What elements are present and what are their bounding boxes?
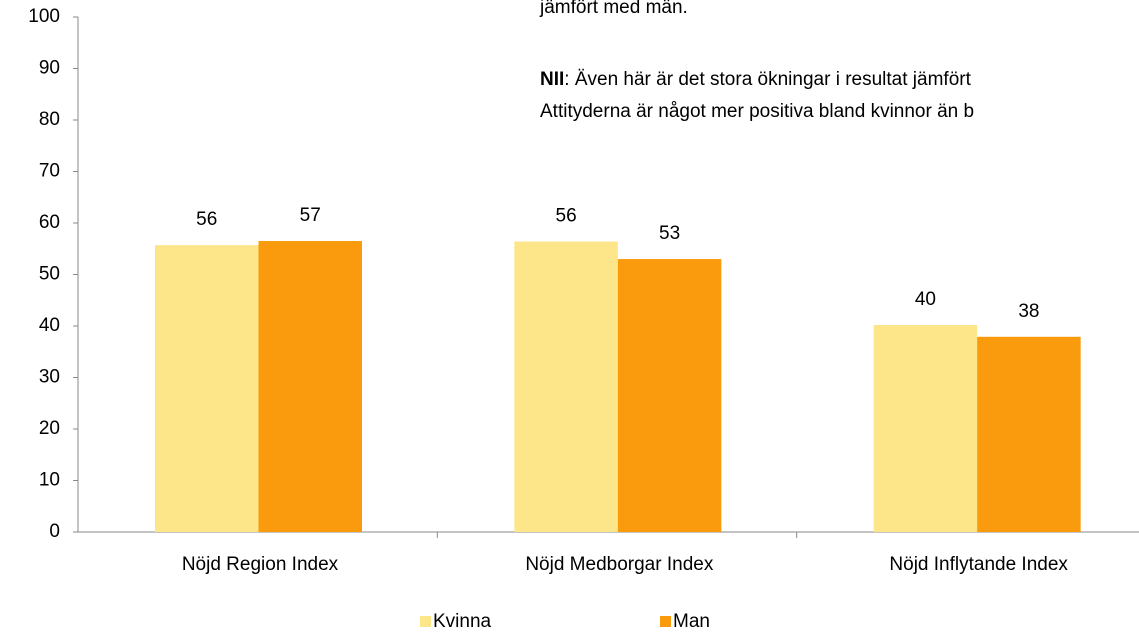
data-label: 40 — [915, 289, 936, 310]
y-tick-label: 70 — [39, 161, 60, 182]
annotation: Attityderna är något mer positiva bland … — [540, 101, 974, 122]
legend-swatch — [420, 616, 431, 627]
annotation: NII: Även här är det stora ökningar i re… — [540, 69, 972, 90]
bar — [977, 336, 1081, 532]
bar — [514, 241, 618, 533]
data-label: 57 — [300, 205, 321, 226]
x-tick-label: Nöjd Inflytande Index — [889, 554, 1068, 575]
y-tick-label: 90 — [39, 58, 60, 79]
legend-label: Kvinna — [433, 611, 492, 632]
annotation-text: : Även här är det stora ökningar i resul… — [564, 69, 971, 90]
y-tick-label: 20 — [39, 418, 60, 439]
bar — [873, 324, 978, 532]
annotation: jämfört med män. — [539, 0, 688, 18]
data-label: 53 — [659, 223, 680, 244]
legend-swatch — [660, 616, 671, 627]
y-tick-label: 0 — [49, 521, 60, 542]
y-tick-label: 60 — [39, 212, 60, 233]
bar — [155, 245, 259, 532]
y-tick-label: 40 — [39, 315, 60, 336]
y-tick-label: 10 — [39, 470, 60, 491]
x-tick-label: Nöjd Medborgar Index — [525, 554, 713, 575]
y-tick-label: 50 — [39, 264, 60, 285]
legend-label: Man — [673, 611, 710, 632]
data-label: 56 — [556, 206, 577, 227]
data-label: 38 — [1018, 301, 1039, 322]
bar — [258, 241, 362, 532]
bar — [617, 259, 722, 532]
annotation-bold: NII — [540, 69, 564, 90]
x-tick-label: Nöjd Region Index — [182, 554, 339, 575]
y-tick-label: 30 — [39, 367, 60, 388]
data-label: 56 — [196, 209, 217, 230]
y-tick-label: 80 — [39, 109, 60, 130]
y-tick-label: 100 — [28, 6, 60, 27]
